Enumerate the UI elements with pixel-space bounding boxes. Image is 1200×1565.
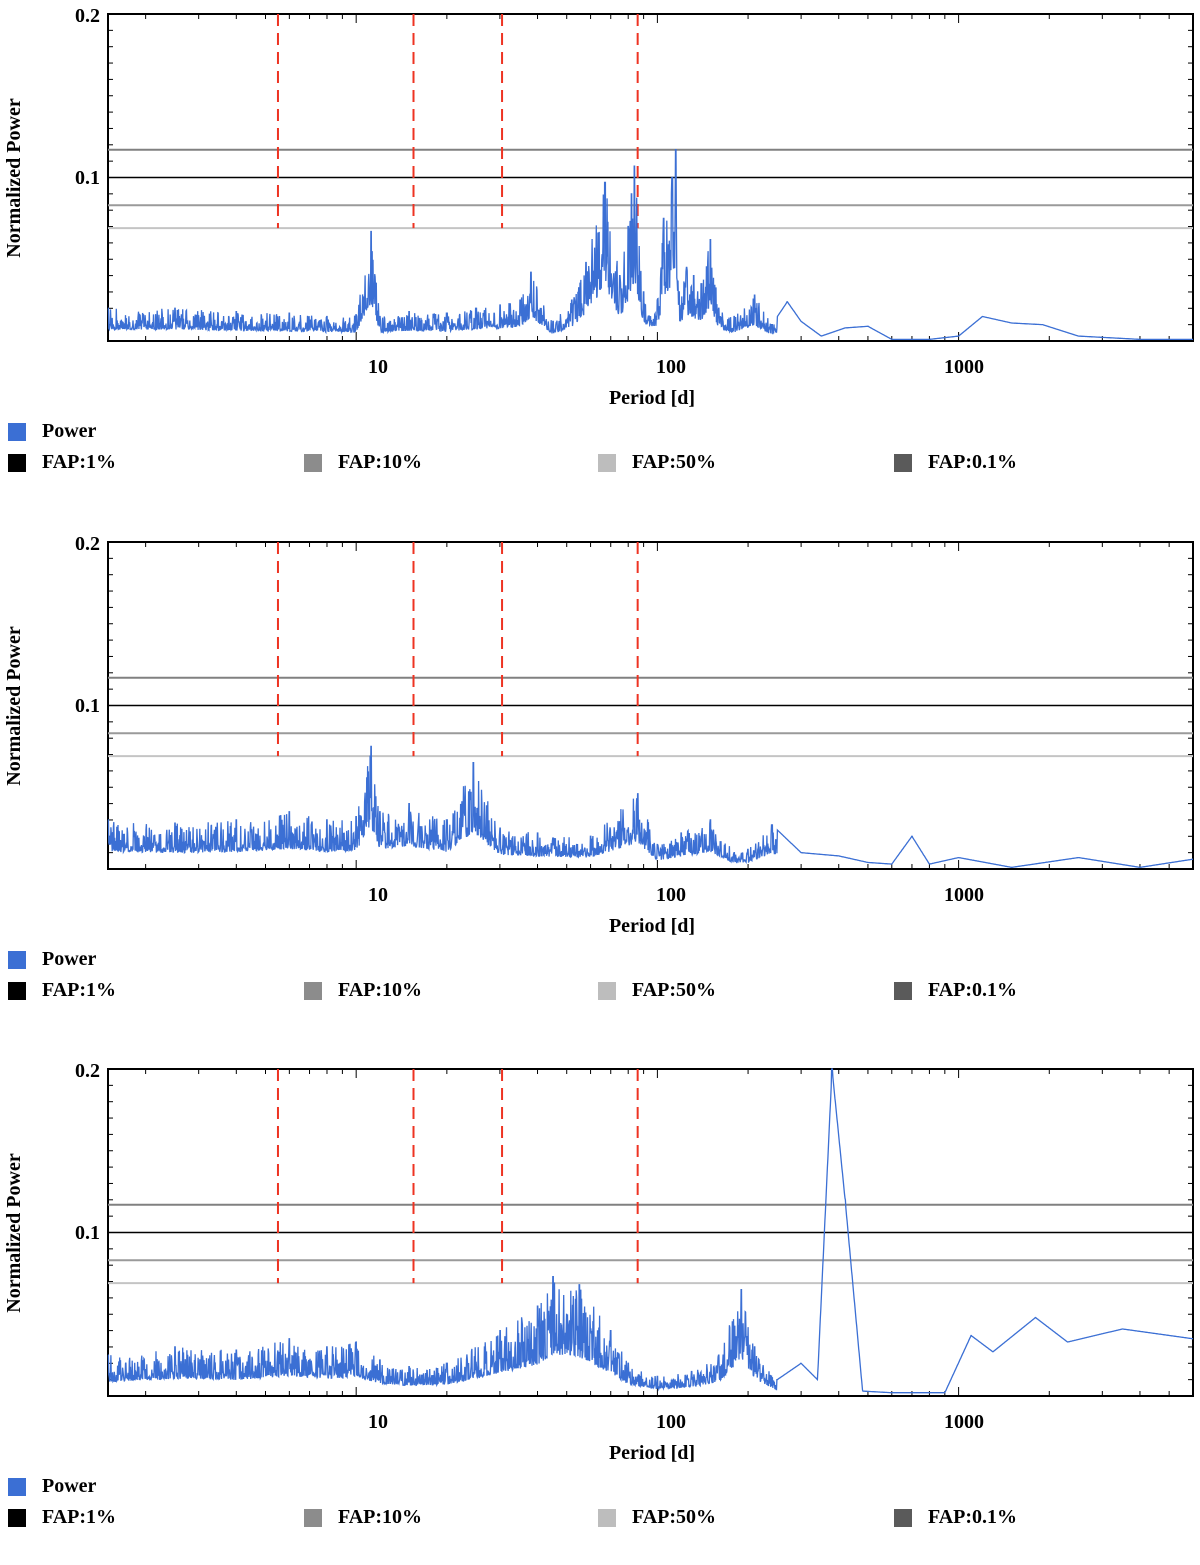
legend-fap-50: FAP:50%: [598, 1506, 716, 1529]
legend-swatch-fap-1: [8, 453, 26, 472]
x-tick-label: 10: [368, 356, 388, 378]
x-tick-label: 10: [368, 884, 388, 906]
x-axis-label: Period [d]: [609, 915, 695, 937]
legend-fap-01: FAP:0.1%: [894, 979, 1017, 1002]
legend-swatch-fap-01: [894, 453, 912, 472]
y-axis-label: Normalized Power: [3, 626, 25, 786]
legend-swatch-power: [8, 950, 26, 969]
legend-swatch-fap-01: [894, 1508, 912, 1527]
chart-1-svg: Normalized Power Period [d] 0.2 0.1 10 1…: [3, 5, 1194, 409]
power-series-line: [107, 149, 1193, 341]
legend-swatch-fap-10: [304, 453, 322, 472]
y-axis-label: Normalized Power: [3, 1153, 25, 1313]
legend-swatch-power: [8, 422, 26, 441]
legend-fap-1: FAP:1%: [8, 979, 116, 1002]
y-axis-label: Normalized Power: [3, 98, 25, 258]
legend-fap-01: FAP:0.1%: [894, 451, 1017, 474]
legend-swatch-fap-50: [598, 981, 616, 1000]
y-tick-label: 0.2: [75, 533, 100, 555]
x-tick-label: 1000: [944, 356, 984, 378]
legend-power: Power: [8, 948, 96, 971]
legend-swatch-fap-1: [8, 1508, 26, 1527]
x-tick-label: 100: [656, 1411, 686, 1433]
x-tick-label: 10: [368, 1411, 388, 1433]
y-tick-label: 0.2: [75, 5, 100, 27]
legend-fap-50: FAP:50%: [598, 451, 716, 474]
y-tick-label: 0.1: [75, 1222, 100, 1244]
legend-swatch-power: [8, 1477, 26, 1496]
legend-fap-10: FAP:10%: [304, 451, 422, 474]
y-tick-label: 0.1: [75, 167, 100, 189]
legend-swatch-fap-10: [304, 981, 322, 1000]
y-tick-label: 0.1: [75, 695, 100, 717]
power-series-line: [107, 745, 1193, 869]
legend-power: Power: [8, 420, 96, 443]
legend-fap-10: FAP:10%: [304, 1506, 422, 1529]
x-axis-label: Period [d]: [609, 387, 695, 409]
legend-swatch-fap-50: [598, 453, 616, 472]
x-tick-label: 100: [656, 884, 686, 906]
legend-swatch-fap-1: [8, 981, 26, 1000]
periodogram-panel-3: Normalized Power Period [d] 0.2 0.1 10 1…: [0, 1055, 1200, 1565]
chart-3-svg: Normalized Power Period [d] 0.2 0.1 10 1…: [3, 1060, 1194, 1464]
y-tick-label: 0.2: [75, 1060, 100, 1082]
chart-2-svg: Normalized Power Period [d] 0.2 0.1 10 1…: [3, 533, 1194, 937]
periodogram-panel-1: Normalized Power Period [d] 0.2 0.1 10 1…: [0, 0, 1200, 510]
x-axis-label: Period [d]: [609, 1442, 695, 1464]
power-series-line: [107, 1068, 1194, 1394]
legend-fap-1: FAP:1%: [8, 451, 116, 474]
legend-fap-1: FAP:1%: [8, 1506, 116, 1529]
x-tick-label: 100: [656, 356, 686, 378]
periodogram-panel-2: Normalized Power Period [d] 0.2 0.1 10 1…: [0, 528, 1200, 1038]
x-tick-label: 1000: [944, 1411, 984, 1433]
legend-fap-10: FAP:10%: [304, 979, 422, 1002]
legend-fap-01: FAP:0.1%: [894, 1506, 1017, 1529]
legend-power: Power: [8, 1475, 96, 1498]
x-tick-label: 1000: [944, 884, 984, 906]
legend-swatch-fap-50: [598, 1508, 616, 1527]
legend-swatch-fap-01: [894, 981, 912, 1000]
legend-fap-50: FAP:50%: [598, 979, 716, 1002]
legend-swatch-fap-10: [304, 1508, 322, 1527]
